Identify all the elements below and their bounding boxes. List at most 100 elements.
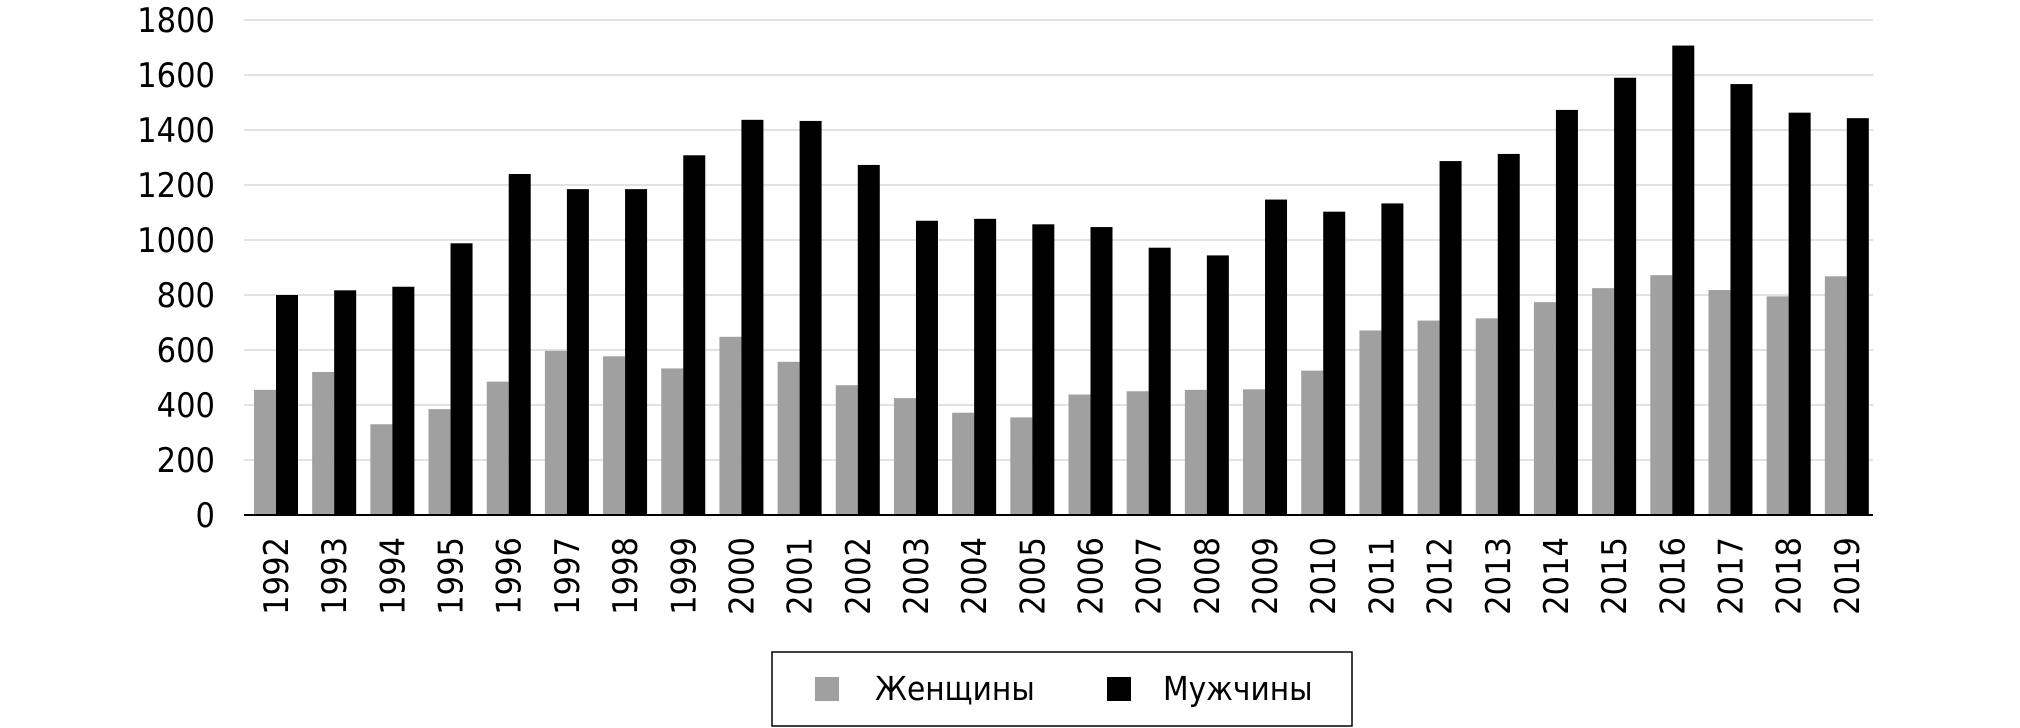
x-tick-label: 1996 (490, 537, 530, 615)
bar-women-2008 (1184, 389, 1207, 515)
bar-women-1997 (544, 350, 567, 515)
y-tick-label: 1800 (137, 1, 215, 41)
y-tick-label: 400 (157, 386, 215, 426)
bar-men-2007 (1148, 247, 1171, 515)
bar-men-1992 (276, 295, 298, 515)
bar-women-1993 (312, 372, 335, 515)
y-tick-label: 1000 (137, 221, 215, 261)
x-tick-label: 1992 (257, 537, 297, 615)
bar-men-1999 (683, 155, 706, 516)
bar-men-2014 (1555, 109, 1578, 516)
x-tick-label: 2004 (955, 537, 995, 615)
x-tick-label: 2012 (1421, 537, 1461, 615)
bar-women-1996 (486, 381, 509, 515)
bar-women-2005 (1010, 417, 1033, 515)
x-tick-label: 2009 (1246, 537, 1286, 615)
x-tick-label: 1999 (664, 537, 704, 615)
bar-men-2011 (1381, 203, 1404, 516)
bar-women-1994 (370, 424, 393, 515)
bar-men-1995 (450, 243, 473, 516)
x-tick-label: 1993 (315, 537, 355, 615)
x-tick-label: 2003 (897, 537, 937, 615)
x-tick-label: 2018 (1770, 537, 1810, 615)
bar-women-2007 (1126, 391, 1149, 515)
bar-women-1998 (603, 356, 626, 515)
x-tick-label: 2006 (1072, 537, 1112, 615)
x-tick-label: 2005 (1013, 537, 1053, 615)
bar-women-2006 (1068, 394, 1091, 515)
y-tick-label: 1200 (137, 166, 215, 206)
bar-women-2017 (1708, 290, 1731, 515)
bar-men-2009 (1265, 199, 1288, 515)
bar-men-1998 (625, 189, 648, 515)
bar-women-1995 (428, 409, 451, 515)
bar-women-2016 (1650, 275, 1673, 515)
bar-women-2001 (777, 361, 800, 515)
bar-women-2012 (1417, 320, 1440, 515)
bar-men-2002 (857, 164, 880, 516)
bar-women-2010 (1301, 370, 1324, 515)
x-tick-label: 2013 (1479, 537, 1519, 615)
bar-men-2019 (1846, 118, 1869, 516)
x-tick-label: 2014 (1537, 537, 1577, 615)
bar-men-1996 (508, 174, 531, 515)
y-tick-label: 600 (157, 331, 215, 371)
x-tick-label: 1995 (432, 537, 472, 615)
x-tick-label: 2019 (1828, 537, 1868, 615)
bar-women-2015 (1592, 288, 1615, 515)
bar-men-2008 (1206, 255, 1229, 515)
bar-women-2019 (1824, 276, 1847, 515)
bar-women-1999 (661, 368, 684, 515)
bar-men-2016 (1672, 45, 1695, 515)
bar-women-2004 (952, 412, 975, 515)
legend-label-men: Мужчины (1163, 669, 1313, 708)
x-tick-label: 2016 (1653, 537, 1693, 615)
y-tick-label: 200 (157, 441, 215, 481)
bar-men-2004 (974, 218, 997, 515)
legend-swatch-women (815, 677, 839, 701)
bar-men-2010 (1323, 211, 1346, 516)
bar-women-2013 (1475, 318, 1498, 515)
bar-men-2001 (799, 120, 822, 516)
y-tick-label: 1400 (137, 111, 215, 151)
bar-women-2011 (1359, 330, 1382, 515)
x-tick-label: 2000 (722, 537, 762, 615)
x-tick-label: 2017 (1711, 537, 1751, 615)
x-tick-label: 1994 (373, 537, 413, 615)
legend-label-women: Женщины (875, 669, 1035, 708)
x-tick-label: 2007 (1130, 537, 1170, 615)
y-tick-label: 0 (196, 496, 215, 536)
bar-men-2000 (741, 119, 764, 515)
bar-women-2009 (1243, 389, 1266, 515)
bar-men-2006 (1090, 227, 1113, 515)
x-tick-label: 2011 (1362, 537, 1402, 615)
legend-swatch-men (1107, 677, 1131, 701)
legend: Женщины Мужчины (771, 651, 1353, 727)
bar-women-2002 (835, 385, 858, 515)
bar-men-2017 (1730, 84, 1753, 515)
bar-men-1997 (566, 189, 589, 515)
y-tick-label: 1600 (137, 56, 215, 96)
bar-women-2000 (719, 336, 742, 515)
x-tick-label: 2001 (781, 537, 821, 615)
bar-women-1992 (254, 389, 276, 515)
bar-men-2015 (1614, 77, 1637, 515)
x-tick-label: 1998 (606, 537, 646, 615)
bar-women-2018 (1766, 296, 1789, 515)
x-tick-label: 1997 (548, 537, 588, 615)
bar-men-2012 (1439, 161, 1462, 515)
bar-men-2018 (1788, 112, 1811, 516)
bar-men-2003 (915, 220, 938, 515)
bar-men-2005 (1032, 224, 1055, 515)
bar-women-2014 (1533, 302, 1556, 515)
bars (254, 45, 1869, 516)
y-tick-label: 800 (157, 276, 215, 316)
legend-box (771, 651, 1353, 727)
x-tick-label: 2008 (1188, 537, 1228, 615)
x-tick-label: 2015 (1595, 537, 1635, 615)
x-tick-label: 2010 (1304, 537, 1344, 615)
x-tick-label: 2002 (839, 537, 879, 615)
bar-men-1994 (392, 286, 415, 515)
bar-women-2003 (893, 398, 916, 515)
